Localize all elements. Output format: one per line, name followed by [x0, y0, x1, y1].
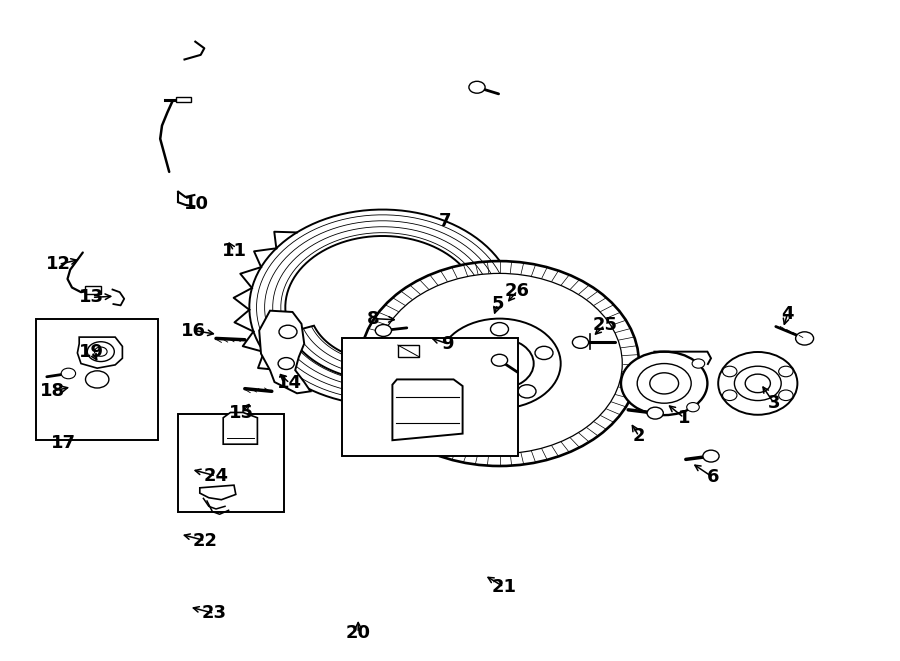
Text: 7: 7 — [439, 212, 452, 231]
Circle shape — [87, 342, 114, 362]
Circle shape — [621, 352, 707, 415]
Circle shape — [377, 274, 622, 453]
Text: 14: 14 — [277, 374, 302, 393]
Circle shape — [279, 325, 297, 338]
Text: 23: 23 — [202, 604, 227, 623]
Circle shape — [637, 364, 691, 403]
Circle shape — [647, 407, 663, 419]
Polygon shape — [289, 326, 459, 381]
Circle shape — [465, 338, 534, 389]
Circle shape — [723, 366, 737, 377]
Text: 15: 15 — [229, 404, 254, 422]
Text: 16: 16 — [181, 321, 206, 340]
Bar — [176, 97, 191, 102]
Circle shape — [491, 354, 508, 366]
Circle shape — [734, 366, 781, 401]
Circle shape — [86, 371, 109, 388]
Bar — [178, 414, 284, 512]
Circle shape — [723, 390, 737, 401]
Circle shape — [438, 319, 561, 408]
Text: 9: 9 — [441, 334, 454, 353]
Polygon shape — [223, 412, 257, 444]
Text: 12: 12 — [46, 255, 71, 274]
Circle shape — [463, 385, 481, 398]
Circle shape — [778, 390, 793, 401]
Circle shape — [278, 358, 294, 369]
Text: 8: 8 — [367, 309, 380, 328]
Bar — [398, 345, 419, 357]
Ellipse shape — [360, 261, 639, 466]
Circle shape — [796, 332, 814, 345]
Circle shape — [518, 385, 536, 398]
Circle shape — [61, 368, 76, 379]
Text: 21: 21 — [491, 578, 517, 596]
Circle shape — [375, 325, 392, 336]
Circle shape — [650, 373, 679, 394]
Text: 4: 4 — [781, 305, 794, 323]
Text: 10: 10 — [184, 194, 209, 213]
Text: 24: 24 — [203, 467, 229, 485]
Circle shape — [778, 366, 793, 377]
Circle shape — [745, 374, 770, 393]
Bar — [36, 319, 158, 440]
Text: 19: 19 — [79, 342, 104, 361]
Text: 2: 2 — [633, 427, 645, 446]
Polygon shape — [392, 379, 463, 440]
Text: 26: 26 — [505, 282, 530, 300]
Circle shape — [446, 346, 464, 360]
Bar — [85, 286, 101, 294]
Circle shape — [572, 336, 589, 348]
Circle shape — [535, 346, 553, 360]
Text: 20: 20 — [346, 624, 371, 642]
Circle shape — [692, 359, 705, 368]
Text: 11: 11 — [221, 242, 247, 260]
Polygon shape — [200, 485, 236, 500]
Polygon shape — [259, 311, 310, 393]
Text: 25: 25 — [592, 316, 617, 334]
Circle shape — [94, 347, 107, 356]
Circle shape — [491, 323, 508, 336]
Polygon shape — [249, 210, 516, 405]
Text: 22: 22 — [193, 531, 218, 550]
Circle shape — [703, 450, 719, 462]
Text: 3: 3 — [768, 394, 780, 412]
Text: 13: 13 — [79, 288, 104, 307]
Circle shape — [687, 403, 699, 412]
Bar — [342, 338, 518, 456]
Polygon shape — [77, 337, 122, 368]
Text: 1: 1 — [678, 408, 690, 427]
Text: 5: 5 — [491, 295, 504, 313]
Text: 6: 6 — [706, 468, 719, 486]
Circle shape — [469, 81, 485, 93]
Ellipse shape — [718, 352, 797, 415]
Text: 17: 17 — [50, 434, 76, 452]
Text: 18: 18 — [40, 382, 65, 401]
